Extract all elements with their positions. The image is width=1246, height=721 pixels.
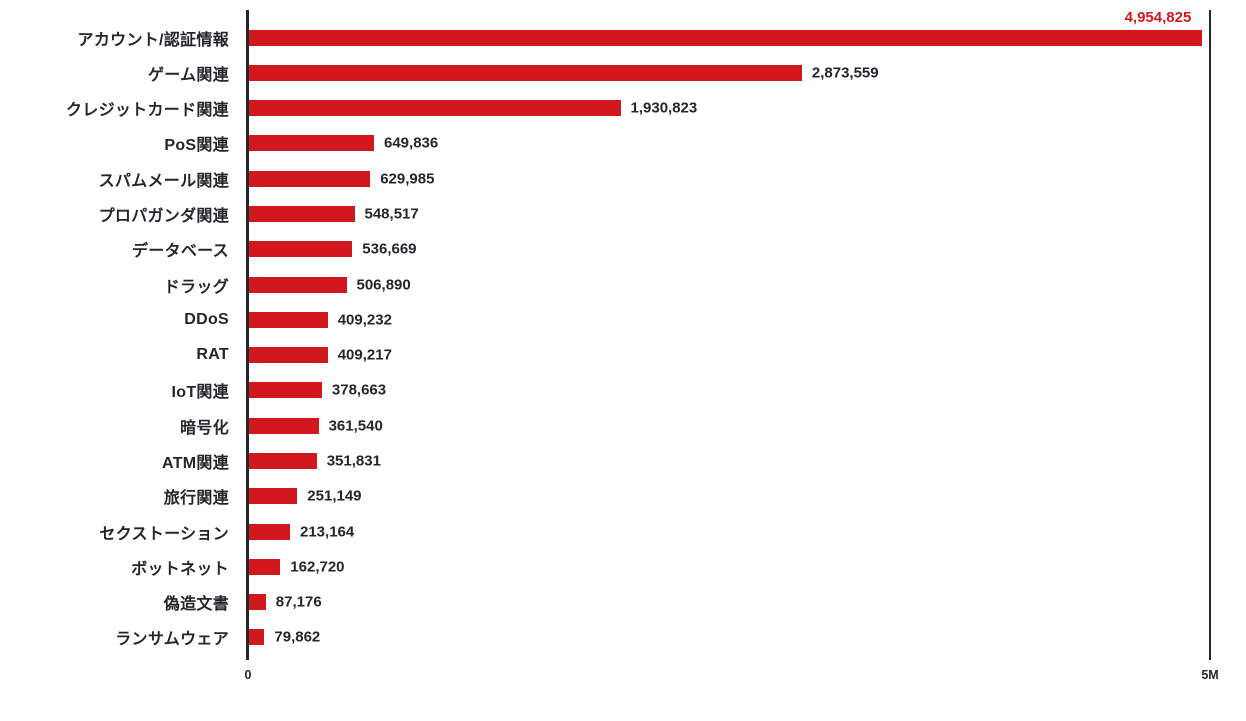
category-label: スパムメール関連 [98, 172, 229, 190]
category-label: ドラッグ [163, 278, 229, 296]
category-label: データベース [131, 243, 229, 261]
category-label: ゲーム関連 [147, 66, 229, 84]
category-label: ボットネット [131, 560, 229, 578]
value-label: 251,149 [307, 487, 362, 505]
chart-row: DDoS 409,232 [0, 302, 1211, 337]
bar [249, 488, 298, 505]
value-label: 629,985 [380, 170, 435, 188]
category-label: RAT [196, 346, 229, 364]
bar [249, 29, 1203, 46]
value-label: 162,720 [290, 558, 345, 576]
category-label: アカウント/認証情報 [77, 31, 229, 49]
chart-row: セクストーション 213,164 [0, 514, 1211, 549]
chart-row: ドラッグ 506,890 [0, 267, 1211, 302]
bar-area: 87,176 [249, 585, 1211, 620]
chart-row: アカウント/認証情報 4,954,825 [0, 9, 1211, 55]
bar [249, 276, 347, 293]
chart-row: PoS関連 649,836 [0, 126, 1211, 161]
bar [249, 311, 328, 328]
chart-row: 旅行関連 251,149 [0, 479, 1211, 514]
chart-row: RAT 409,217 [0, 338, 1211, 373]
value-label: 536,669 [362, 240, 417, 258]
chart-row: クレジットカード関連 1,930,823 [0, 91, 1211, 126]
y-axis-line [246, 10, 249, 660]
x-tick-0: 0 [244, 668, 252, 682]
bar [249, 453, 317, 470]
x-tick-5m: 5M [1201, 668, 1219, 682]
bar-area: 2,873,559 [249, 55, 1211, 90]
value-label: 79,862 [274, 628, 321, 646]
category-label: 偽造文書 [163, 596, 229, 614]
bar-area: 629,985 [249, 161, 1211, 196]
value-label: 649,836 [384, 134, 439, 152]
value-label: 2,873,559 [811, 64, 879, 82]
bar-area: 409,217 [249, 338, 1211, 373]
bar-area: 649,836 [249, 126, 1211, 161]
value-label: 4,954,825 [1124, 9, 1192, 26]
bar [249, 523, 290, 540]
chart-row: ボットネット 162,720 [0, 549, 1211, 584]
value-label: 409,217 [337, 346, 392, 364]
category-label: 旅行関連 [163, 490, 229, 508]
gridline-5m [1209, 10, 1211, 660]
category-label: DDoS [184, 310, 229, 328]
value-label: 409,232 [337, 311, 392, 329]
bar-area: 4,954,825 [249, 9, 1211, 55]
category-label: 暗号化 [180, 419, 229, 437]
chart-row: ゲーム関連 2,873,559 [0, 55, 1211, 90]
value-label: 548,517 [364, 205, 419, 223]
chart-row: スパムメール関連 629,985 [0, 161, 1211, 196]
category-label: クレジットカード関連 [65, 102, 229, 120]
bar-area: 361,540 [249, 408, 1211, 443]
bar-area: 506,890 [249, 267, 1211, 302]
chart-row: 偽造文書 87,176 [0, 585, 1211, 620]
bar-area: 251,149 [249, 479, 1211, 514]
bar-area: 409,232 [249, 302, 1211, 337]
category-label: ATM関連 [162, 455, 229, 473]
category-label: IoT関連 [171, 384, 229, 402]
bar [249, 417, 319, 434]
value-label: 351,831 [326, 452, 381, 470]
bar-area: 213,164 [249, 514, 1211, 549]
value-label: 87,176 [275, 593, 322, 611]
category-label: セクストーション [99, 525, 229, 543]
value-label: 361,540 [328, 417, 383, 435]
bar [249, 594, 266, 611]
value-label: 506,890 [356, 276, 411, 294]
category-label: PoS関連 [164, 137, 229, 155]
chart-row: IoT関連 378,663 [0, 373, 1211, 408]
bar [249, 100, 621, 117]
bar [249, 135, 374, 152]
bar [249, 64, 802, 81]
bar [249, 558, 281, 575]
value-label: 213,164 [300, 523, 355, 541]
bar-area: 79,862 [249, 620, 1211, 655]
bar [249, 206, 355, 223]
value-label: 1,930,823 [630, 99, 698, 117]
bar-area: 162,720 [249, 549, 1211, 584]
bar-area: 378,663 [249, 373, 1211, 408]
category-label: プロパガンダ関連 [98, 208, 229, 226]
bar [249, 241, 353, 258]
bar-area: 1,930,823 [249, 91, 1211, 126]
chart-rows: アカウント/認証情報 4,954,825 ゲーム関連 2,873,559 クレジットカー… [0, 9, 1211, 655]
chart-row: データベース 536,669 [0, 232, 1211, 267]
chart-row: プロパガンダ関連 548,517 [0, 196, 1211, 231]
bar-area: 548,517 [249, 196, 1211, 231]
chart-row: 暗号化 361,540 [0, 408, 1211, 443]
bar [249, 170, 371, 187]
value-label: 378,663 [331, 381, 387, 399]
category-label: ランサムウェア [115, 631, 229, 649]
bar-area: 536,669 [249, 232, 1211, 267]
bar-area: 351,831 [249, 443, 1211, 478]
bar [249, 629, 265, 646]
chart-row: ATM関連 351,831 [0, 443, 1211, 478]
bar [249, 347, 328, 364]
chart-row: ランサムウェア 79,862 [0, 620, 1211, 655]
bar [249, 382, 322, 399]
